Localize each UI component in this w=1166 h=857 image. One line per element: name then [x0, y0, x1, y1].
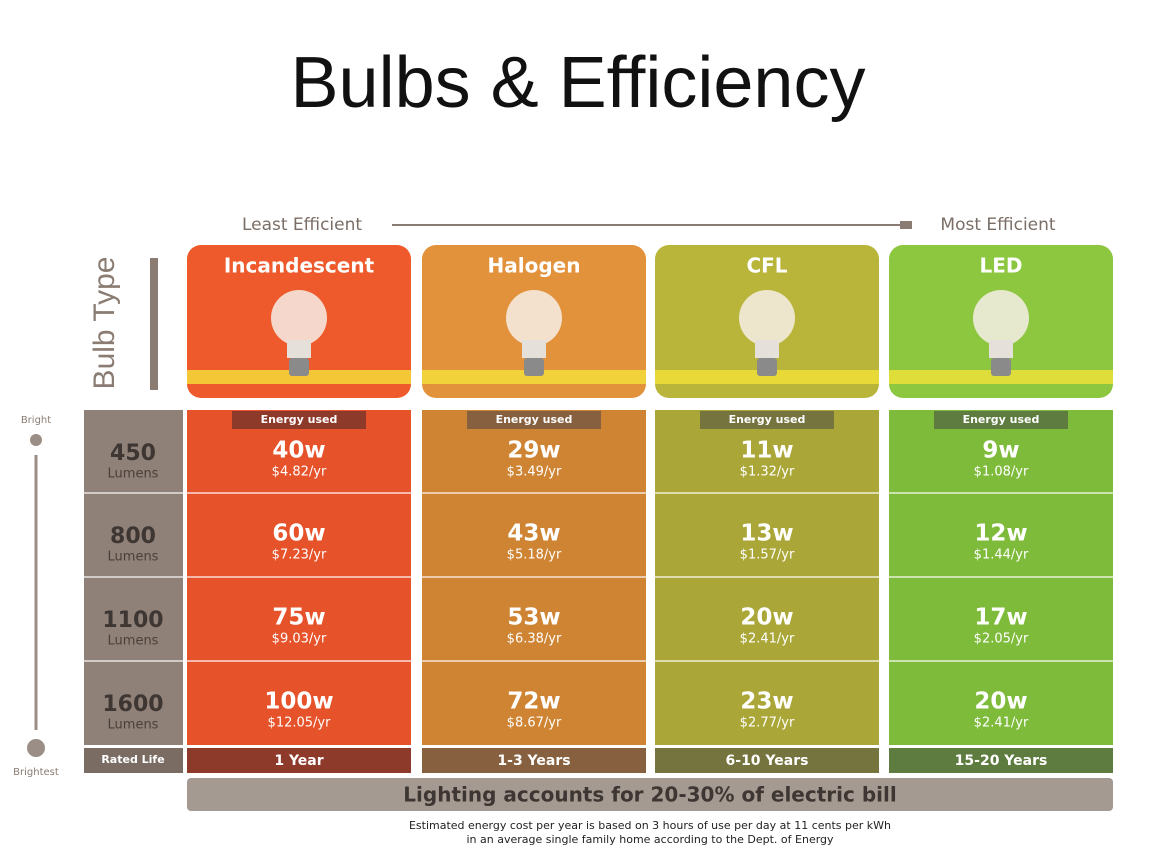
- brightest-icon: [27, 739, 45, 757]
- life-bg: [889, 748, 1113, 773]
- energy-label: Energy used: [963, 413, 1040, 426]
- annual-cost: $1.32/yr: [740, 465, 795, 480]
- life-bg: [422, 748, 646, 773]
- bulb-name: CFL: [746, 254, 787, 278]
- wattage: 75w: [272, 605, 325, 631]
- bulb-glass: [506, 290, 562, 346]
- annual-cost: $5.18/yr: [507, 548, 562, 563]
- bulb-name: LED: [979, 254, 1022, 278]
- annual-cost: $2.41/yr: [974, 716, 1029, 731]
- life-label-bg: [84, 748, 183, 773]
- wattage: 13w: [740, 521, 793, 547]
- energy-label: Energy used: [729, 413, 806, 426]
- bulb-base: [524, 358, 544, 376]
- lumens-unit: Lumens: [108, 718, 159, 733]
- annual-cost: $2.05/yr: [974, 632, 1029, 647]
- bulb-neck: [755, 340, 779, 358]
- wattage: 23w: [740, 689, 793, 715]
- lumens: 1100: [102, 608, 163, 633]
- bulb-glass: [271, 290, 327, 346]
- wattage: 29w: [507, 438, 560, 464]
- bulb-name: Halogen: [488, 254, 581, 278]
- energy-label: Energy used: [496, 413, 573, 426]
- annual-cost: $2.77/yr: [740, 716, 795, 731]
- lumens: 1600: [102, 692, 163, 717]
- bulb-glass: [973, 290, 1029, 346]
- wattage: 60w: [272, 521, 325, 547]
- annual-cost: $2.41/yr: [740, 632, 795, 647]
- bulb-glass: [739, 290, 795, 346]
- scale-arrow: [900, 221, 912, 229]
- brightest-label: Brightest: [13, 767, 59, 778]
- wattage: 40w: [272, 438, 325, 464]
- annual-cost: $12.05/yr: [268, 716, 332, 731]
- rated-life: 15-20 Years: [955, 753, 1048, 769]
- bulb-neck: [989, 340, 1013, 358]
- annual-cost: $4.82/yr: [272, 465, 327, 480]
- wattage: 12w: [974, 521, 1027, 547]
- scale-right: Most Efficient: [940, 215, 1055, 235]
- header-bar: [150, 258, 158, 390]
- rated-life-label: Rated Life: [101, 753, 164, 766]
- row-header: Bulb Type: [88, 257, 121, 390]
- annual-cost: $3.49/yr: [507, 465, 562, 480]
- banner-bg: [187, 778, 1113, 811]
- wattage: 53w: [507, 605, 560, 631]
- rated-life: 1-3 Years: [497, 753, 570, 769]
- lumens-unit: Lumens: [108, 634, 159, 649]
- wattage: 20w: [740, 605, 793, 631]
- rated-life: 6-10 Years: [726, 753, 809, 769]
- annual-cost: $6.38/yr: [507, 632, 562, 647]
- scale-left: Least Efficient: [242, 215, 362, 235]
- footnote: Estimated energy cost per year is based …: [409, 819, 891, 832]
- lumens-unit: Lumens: [108, 467, 159, 482]
- annual-cost: $1.08/yr: [974, 465, 1029, 480]
- annual-cost: $9.03/yr: [272, 632, 327, 647]
- life-bg: [655, 748, 879, 773]
- energy-label-bg: [467, 411, 601, 429]
- wattage: 17w: [974, 605, 1027, 631]
- bulb-name: Incandescent: [224, 254, 375, 278]
- annual-cost: $8.67/yr: [507, 716, 562, 731]
- bulb-base: [757, 358, 777, 376]
- bulb-base: [289, 358, 309, 376]
- bulb-neck: [287, 340, 311, 358]
- banner: Lighting accounts for 20-30% of electric…: [403, 783, 896, 807]
- annual-cost: $7.23/yr: [272, 548, 327, 563]
- bulb-base: [991, 358, 1011, 376]
- energy-label: Energy used: [261, 413, 338, 426]
- annual-cost: $1.44/yr: [974, 548, 1029, 563]
- bright-label: Bright: [21, 415, 51, 426]
- life-bg: [187, 748, 411, 773]
- wattage: 20w: [974, 689, 1027, 715]
- rated-life: 1 Year: [274, 753, 323, 769]
- energy-label-bg: [934, 411, 1068, 429]
- energy-label-bg: [232, 411, 366, 429]
- lumens-unit: Lumens: [108, 550, 159, 565]
- lumens: 800: [110, 524, 156, 549]
- bright-icon: [30, 434, 42, 446]
- slide-title: Bulbs & Efficiency: [291, 43, 866, 123]
- wattage: 11w: [740, 438, 793, 464]
- lumens: 450: [110, 441, 156, 466]
- wattage: 43w: [507, 521, 560, 547]
- bulb-neck: [522, 340, 546, 358]
- wattage: 9w: [982, 438, 1019, 464]
- annual-cost: $1.57/yr: [740, 548, 795, 563]
- wattage: 72w: [507, 689, 560, 715]
- glow-strip: [889, 370, 1113, 384]
- glow-strip: [655, 370, 879, 384]
- footnote: in an average single family home accordi…: [466, 833, 834, 846]
- energy-label-bg: [700, 411, 834, 429]
- glow-strip: [187, 370, 411, 384]
- glow-strip: [422, 370, 646, 384]
- wattage: 100w: [264, 689, 333, 715]
